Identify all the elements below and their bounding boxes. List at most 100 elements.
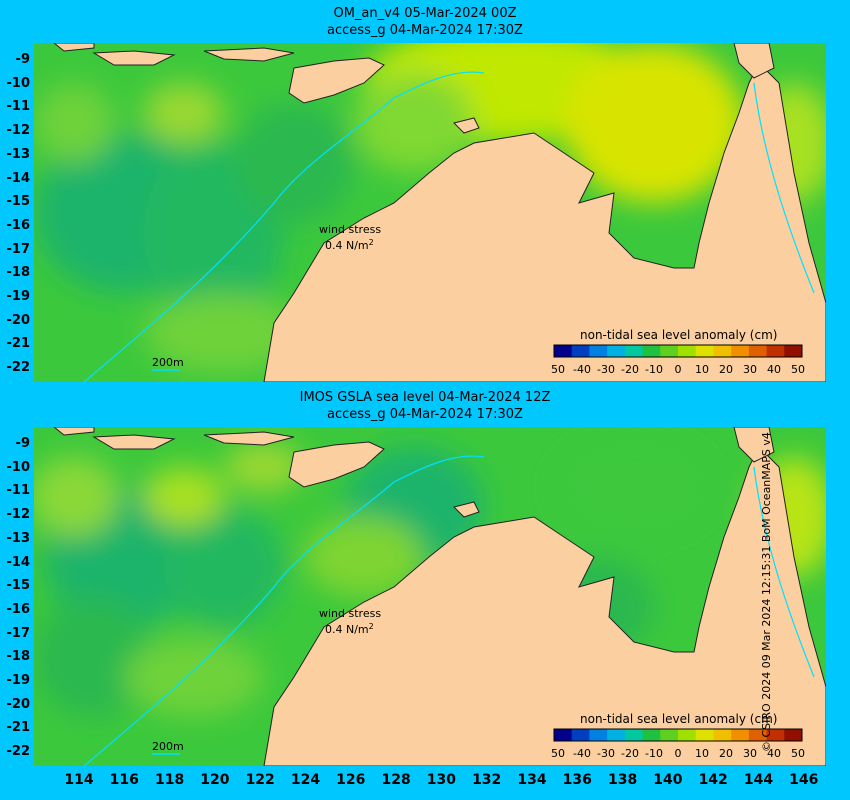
lon-label: 146: [789, 772, 819, 788]
colorbar-swatch: [678, 345, 697, 357]
lon-label: 118: [154, 772, 185, 788]
colorbar-tick-label: -20: [621, 747, 639, 760]
colorbar-tick-label: 30: [743, 747, 757, 760]
lat-label: -18: [6, 265, 31, 281]
wind-stress-label-bottom: wind stress: [319, 607, 381, 620]
lon-label: 142: [698, 772, 728, 788]
land-bottom: [53, 427, 826, 766]
lon-label: 130: [426, 772, 456, 788]
colorbar-tick-label: 20: [719, 747, 733, 760]
lon-label: 128: [381, 772, 411, 788]
top-title-line2: access_g 04-Mar-2024 17:30Z: [327, 23, 523, 38]
colorbar-tick-label: 50: [551, 747, 565, 760]
lat-label: -16: [6, 601, 31, 617]
colorbar-tick-label: 30: [743, 363, 757, 376]
bottom-map-svg: wind stress 0.4 N/m2 200m non-tidal sea …: [34, 427, 826, 766]
lat-label: -20: [6, 696, 31, 712]
colorbar-swatch: [766, 345, 785, 357]
isobath-legend-label-bottom: 200m: [152, 740, 184, 753]
wind-stress-label: wind stress: [319, 223, 381, 236]
lon-label: 140: [653, 772, 683, 788]
lat-label: -21: [6, 720, 31, 736]
lat-label: -19: [6, 673, 31, 688]
colorbar-swatch: [571, 729, 590, 741]
isobath-200m-bottom: [83, 455, 485, 766]
colorbar-tick-label: -30: [597, 747, 615, 760]
credit-text: © CSIRO 2024 09 Mar 2024 12:15:31 BoM Oc…: [760, 432, 773, 752]
colorbar-tick-label: -20: [621, 363, 639, 376]
colorbar-swatch: [660, 729, 679, 741]
colorbar-tick-label: 40: [767, 363, 781, 376]
colorbar-swatch: [571, 345, 590, 357]
top-map-svg: wind stress 0.4 N/m2 200m non-tidal sea …: [34, 43, 826, 382]
lon-label: 126: [336, 772, 366, 788]
colorbar-swatch: [554, 729, 573, 741]
lat-label: -9: [15, 52, 30, 67]
lat-label: -22: [6, 360, 31, 376]
lat-label: -17: [6, 625, 31, 641]
colorbar-swatch: [748, 729, 768, 741]
colorbar-swatch: [642, 345, 661, 357]
colorbar-swatch: [748, 345, 768, 357]
colorbar-swatch: [731, 345, 750, 357]
lat-label: -13: [6, 530, 31, 546]
colorbar-tick-label: 20: [719, 363, 733, 376]
colorbar-frame: [553, 344, 803, 358]
colorbar-tick-label: 0: [675, 363, 682, 376]
colorbar-swatch: [766, 729, 785, 741]
colorbar-swatch: [607, 729, 626, 741]
lat-label: -11: [6, 483, 31, 499]
lat-label: -12: [6, 507, 31, 523]
lat-label: -17: [6, 241, 31, 257]
lat-label: -13: [6, 146, 31, 162]
lat-label: -19: [6, 289, 31, 304]
colorbar-swatches: [553, 344, 803, 358]
colorbar-tick-label: -10: [645, 747, 663, 760]
bottom-title-line2: access_g 04-Mar-2024 17:30Z: [327, 407, 523, 422]
isobath-legend-label: 200m: [152, 356, 184, 369]
bottom-map-panel: wind stress 0.4 N/m2 200m non-tidal sea …: [34, 427, 826, 766]
colorbar-ticks: 50 -40 -30 -20 -10 0 10 20 30 40 50: [551, 363, 805, 376]
colorbar-swatch: [713, 345, 732, 357]
colorbar-tick-label: 50: [551, 363, 565, 376]
lat-label: -10: [6, 459, 31, 475]
colorbar-tick-label: 10: [695, 747, 709, 760]
lon-label: 120: [200, 772, 230, 788]
colorbar-tick-label: 10: [695, 363, 709, 376]
colorbar-title: non-tidal sea level anomaly (cm): [580, 328, 777, 342]
lat-label: -20: [6, 312, 31, 328]
lon-label: 114: [64, 772, 94, 788]
colorbar-swatch: [624, 729, 644, 741]
colorbar-tick-label: -40: [573, 363, 591, 376]
isobath-200m: [83, 71, 485, 382]
bottom-title-line1: IMOS GSLA sea level 04-Mar-2024 12Z: [299, 390, 551, 405]
lat-label: -21: [6, 336, 31, 352]
land: [53, 43, 826, 382]
colorbar: non-tidal sea level anomaly (cm) 50 -40 -3…: [551, 328, 805, 376]
colorbar-swatches-bottom: [553, 728, 803, 742]
colorbar-swatch: [642, 729, 661, 741]
colorbar-swatch: [607, 345, 626, 357]
colorbar-tick-label: 40: [767, 747, 781, 760]
colorbar-tick-label: 50: [791, 747, 805, 760]
colorbar-swatch: [695, 345, 714, 357]
lat-label: -18: [6, 649, 31, 665]
colorbar-swatch: [589, 729, 608, 741]
colorbar-tick-label: 50: [791, 363, 805, 376]
lat-label: -9: [15, 436, 30, 451]
lat-label: -15: [6, 194, 31, 210]
lon-label: 144: [743, 772, 774, 788]
lon-label: 134: [517, 772, 547, 788]
wind-stress-value-bottom: 0.4 N/m2: [325, 622, 374, 636]
colorbar-swatch: [695, 729, 714, 741]
colorbar-ticks-bottom: 50 -40 -30 -20 -10 0 10 20 30 40 50: [551, 747, 805, 760]
colorbar-bottom: non-tidal sea level anomaly (cm) 50 -40 -3…: [551, 712, 805, 760]
colorbar-swatch: [678, 729, 697, 741]
colorbar-tick-label: -30: [597, 363, 615, 376]
colorbar-title-bottom: non-tidal sea level anomaly (cm): [580, 712, 777, 726]
lat-label: -15: [6, 578, 31, 594]
isobath-200m-east: [753, 82, 815, 294]
colorbar-swatch: [784, 729, 803, 741]
lat-label: -10: [6, 75, 31, 91]
colorbar-swatch: [784, 345, 803, 357]
